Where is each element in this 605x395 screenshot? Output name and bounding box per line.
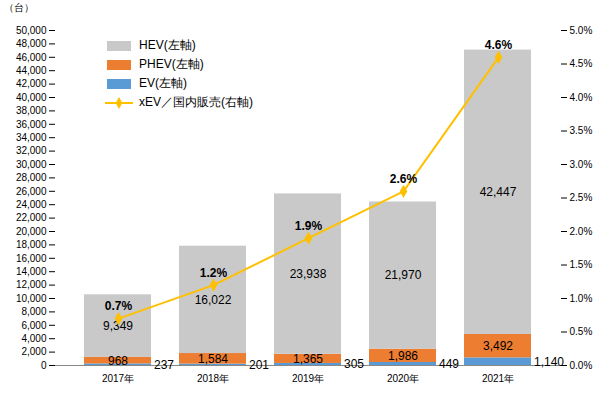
svg-text:（台）: （台）	[4, 2, 34, 13]
svg-text:36,000: 36,000	[16, 119, 47, 130]
svg-text:6,000: 6,000	[21, 320, 46, 331]
svg-text:5.0%: 5.0%	[570, 25, 593, 36]
svg-text:42,447: 42,447	[480, 185, 517, 199]
svg-text:2.5%: 2.5%	[570, 192, 593, 203]
svg-text:2018年: 2018年	[197, 373, 229, 384]
svg-text:4.0%: 4.0%	[570, 92, 593, 103]
svg-text:14,000: 14,000	[16, 266, 47, 277]
svg-text:2021年: 2021年	[482, 373, 514, 384]
svg-text:40,000: 40,000	[16, 92, 47, 103]
svg-text:449: 449	[439, 357, 459, 371]
svg-text:305: 305	[344, 357, 364, 371]
svg-text:26,000: 26,000	[16, 186, 47, 197]
html-text:xEV／国内販売(右軸): xEV／国内販売(右軸)	[139, 95, 253, 109]
svg-text:3.5%: 3.5%	[570, 125, 593, 136]
svg-text:0.0%: 0.0%	[570, 360, 593, 371]
svg-text:2017年: 2017年	[102, 373, 134, 384]
svg-text:201: 201	[249, 358, 269, 372]
svg-text:0.7%: 0.7%	[105, 299, 133, 313]
svg-text:12,000: 12,000	[16, 279, 47, 290]
svg-text:38,000: 38,000	[16, 105, 47, 116]
svg-text:2,000: 2,000	[21, 346, 46, 357]
svg-text:16,022: 16,022	[195, 293, 232, 307]
svg-text:2.6%: 2.6%	[390, 172, 418, 186]
svg-text:4.6%: 4.6%	[485, 38, 513, 52]
svg-text:18,000: 18,000	[16, 239, 47, 250]
html-text:HEV(左軸): HEV(左軸)	[139, 38, 196, 52]
svg-text:8,000: 8,000	[21, 306, 46, 317]
svg-text:34,000: 34,000	[16, 132, 47, 143]
svg-text:968: 968	[108, 354, 128, 368]
svg-text:16,000: 16,000	[16, 252, 47, 263]
svg-text:23,938: 23,938	[290, 267, 327, 281]
svg-text:3,492: 3,492	[483, 339, 513, 353]
svg-text:50,000: 50,000	[16, 25, 47, 36]
svg-text:42,000: 42,000	[16, 78, 47, 89]
html-text:PHEV(左軸): PHEV(左軸)	[139, 57, 204, 71]
svg-text:0: 0	[41, 360, 47, 371]
svg-text:24,000: 24,000	[16, 199, 47, 210]
svg-text:2019年: 2019年	[292, 373, 324, 384]
svg-text:10,000: 10,000	[16, 293, 47, 304]
svg-text:1.9%: 1.9%	[295, 219, 323, 233]
svg-text:1,140: 1,140	[534, 355, 564, 369]
svg-text:1.5%: 1.5%	[570, 259, 593, 270]
svg-text:48,000: 48,000	[16, 38, 47, 49]
svg-text:1,584: 1,584	[198, 352, 228, 366]
svg-text:21,970: 21,970	[385, 268, 422, 282]
svg-text:1,986: 1,986	[388, 349, 418, 363]
svg-text:9,349: 9,349	[103, 318, 133, 333]
svg-text:32,000: 32,000	[16, 145, 47, 156]
svg-text:4.5%: 4.5%	[570, 58, 593, 69]
svg-text:1,365: 1,365	[293, 352, 323, 366]
svg-text:22,000: 22,000	[16, 212, 47, 223]
svg-text:1.0%: 1.0%	[570, 293, 593, 304]
svg-text:4,000: 4,000	[21, 333, 46, 344]
svg-text:44,000: 44,000	[16, 65, 47, 76]
svg-text:237: 237	[154, 358, 174, 372]
svg-text:0.5%: 0.5%	[570, 326, 593, 337]
svg-text:2.0%: 2.0%	[570, 226, 593, 237]
svg-text:28,000: 28,000	[16, 172, 47, 183]
html-text:EV(左軸): EV(左軸)	[139, 76, 187, 90]
svg-text:2020年: 2020年	[387, 373, 419, 384]
svg-text:20,000: 20,000	[16, 226, 47, 237]
svg-text:3.0%: 3.0%	[570, 159, 593, 170]
svg-text:1.2%: 1.2%	[200, 266, 228, 280]
svg-text:30,000: 30,000	[16, 159, 47, 170]
svg-text:46,000: 46,000	[16, 52, 47, 63]
